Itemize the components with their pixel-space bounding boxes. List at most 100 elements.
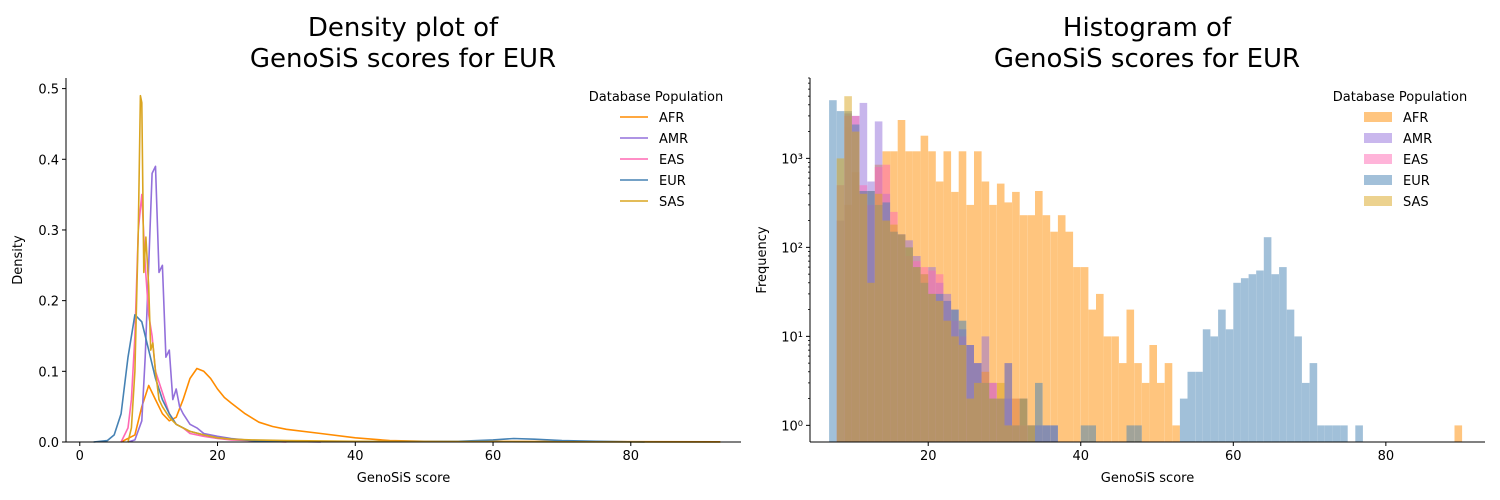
histogram-bar [1233, 282, 1241, 442]
histogram-bar [1042, 215, 1051, 442]
histogram-bar [1065, 231, 1074, 442]
x-tick-label: 20 [209, 449, 226, 464]
histogram-bar [851, 131, 860, 442]
histogram-bar [920, 274, 929, 442]
x-axis-label: GenoSiS score [1101, 471, 1194, 486]
y-axis-label: Frequency [755, 226, 770, 293]
histogram-bar [1080, 267, 1089, 442]
histogram-bar [943, 320, 952, 442]
histogram-bar [890, 224, 898, 442]
x-tick-label: 80 [623, 449, 640, 464]
x-tick-label: 60 [1225, 449, 1242, 464]
histogram-bar [1256, 270, 1264, 442]
histogram-bar [1263, 237, 1272, 442]
legend-label-afr: AFR [659, 111, 684, 126]
histogram-bar [996, 183, 1005, 442]
x-axis-label: GenoSiS score [357, 471, 450, 486]
histogram-bar [1027, 215, 1035, 442]
histogram-bar [836, 158, 845, 442]
histogram-bar [1035, 382, 1043, 442]
legend-label-eas: EAS [659, 153, 684, 168]
histogram-bar [989, 398, 997, 442]
histogram-bar [1057, 215, 1066, 442]
histogram-bar [1271, 274, 1279, 442]
histogram-bar [1019, 398, 1028, 442]
histogram-bar [1240, 278, 1249, 442]
histogram-bar [1126, 309, 1135, 442]
histogram-bar [1187, 371, 1196, 442]
histogram-bar [897, 234, 906, 442]
y-tick-label: 10⁰ [781, 419, 803, 434]
histogram-bar [996, 382, 1005, 442]
y-tick-label: 0.1 [38, 365, 59, 380]
histogram-bar [1103, 336, 1112, 442]
y-tick-label: 0.5 [38, 83, 59, 98]
histogram-bar [1225, 329, 1234, 442]
histogram-bar [874, 193, 883, 442]
legend-swatch-eas [1364, 154, 1392, 164]
histogram-bar [951, 336, 959, 442]
histogram-bar [844, 96, 852, 442]
histogram-bar [1172, 425, 1180, 442]
histogram-bar [928, 293, 936, 442]
chart-title-line: Histogram of [1063, 13, 1232, 43]
x-tick-label: 40 [347, 449, 364, 464]
histogram-bar [1202, 329, 1211, 442]
x-tick-label: 0 [76, 449, 84, 464]
histogram-bar [882, 220, 891, 442]
histogram-bar [1157, 382, 1165, 442]
legend-label-sas: SAS [1403, 195, 1429, 210]
histogram-bar [1340, 425, 1348, 442]
y-tick-label: 0.2 [38, 295, 59, 310]
histogram-bar [1134, 425, 1142, 442]
histogram-bar [958, 151, 967, 443]
x-tick-label: 40 [1072, 449, 1089, 464]
histogram-bar [829, 100, 837, 442]
histogram-bar [1301, 382, 1310, 442]
chart-title-line: GenoSiS scores for EUR [250, 44, 556, 74]
histogram-bar [1218, 309, 1226, 442]
legend: Database Population AFR AMR EAS EUR SAS [589, 90, 723, 210]
x-tick-label: 60 [485, 449, 502, 464]
legend-swatch-amr [1364, 133, 1392, 143]
legend-label-eur: EUR [1403, 174, 1430, 189]
histogram-bar [1195, 371, 1203, 442]
legend-swatch-sas [1364, 196, 1392, 206]
histogram-bar [1111, 336, 1119, 442]
histogram-bar [1210, 336, 1218, 442]
legend: Database Population AFR AMR EAS EUR SAS [1333, 90, 1467, 210]
histogram-bar [1317, 425, 1325, 442]
histogram-bar [1141, 382, 1150, 442]
density-line-amr [127, 165, 321, 443]
legend-title: Database Population [589, 90, 723, 105]
histogram-bar [1035, 191, 1043, 442]
density-line-eur [93, 314, 645, 443]
y-axis-label: Density [11, 235, 26, 285]
histogram-bar [1073, 267, 1081, 442]
histogram-bar [1050, 231, 1058, 442]
histogram-bar [1096, 293, 1104, 442]
histogram-bar [1279, 267, 1287, 442]
density-line-sas [127, 94, 721, 443]
histogram-bar [1004, 202, 1013, 442]
legend-label-afr: AFR [1403, 111, 1428, 126]
histogram-bar [966, 345, 974, 442]
histogram-bar [935, 300, 944, 442]
legend-title: Database Population [1333, 90, 1467, 105]
histogram-bar [966, 398, 974, 442]
histogram-bar [1454, 425, 1463, 442]
legend-swatch-eur [1364, 175, 1392, 185]
histogram-bar [1248, 274, 1257, 442]
histogram-bar [913, 267, 921, 442]
y-tick-label: 10¹ [781, 330, 803, 345]
legend-label-amr: AMR [1403, 132, 1432, 147]
histogram-bar [1004, 363, 1013, 442]
histogram-bar [1149, 345, 1157, 442]
legend-label-amr: AMR [659, 132, 688, 147]
histogram-series-sas [836, 96, 1035, 442]
histogram-bar [981, 181, 990, 442]
y-tick-label: 0.0 [38, 436, 59, 451]
